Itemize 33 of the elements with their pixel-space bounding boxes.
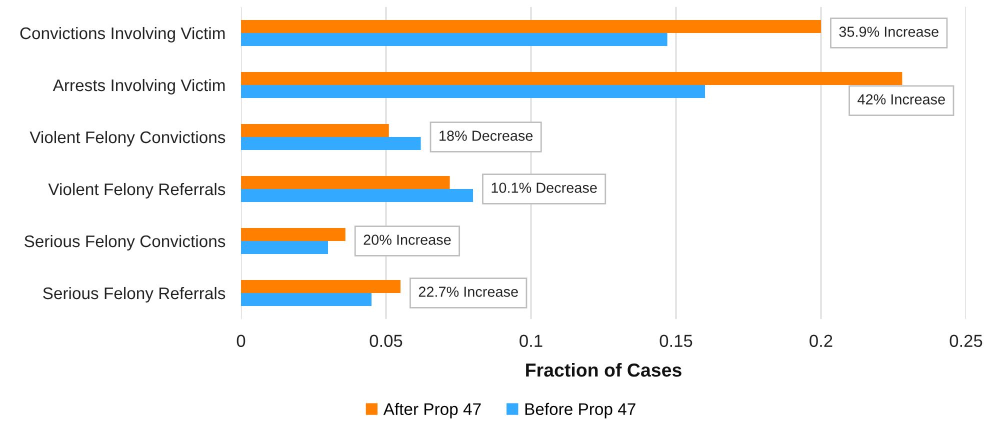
bar: [241, 189, 473, 202]
bar: [241, 85, 705, 98]
x-tick-label: 0.1: [520, 334, 542, 348]
y-tick-label: Serious Felony Convictions: [24, 234, 226, 250]
annotation: 22.7% Increase: [418, 286, 518, 297]
bar: [241, 72, 902, 85]
x-tick-label: 0.2: [810, 334, 832, 348]
x-tick-label: 0: [236, 334, 246, 348]
bar: [241, 241, 328, 254]
annotation: 18% Decrease: [440, 130, 533, 141]
x-tick-label: 0.15: [660, 334, 692, 348]
bar: [241, 137, 421, 150]
y-tick-label: Violent Felony Referrals: [48, 182, 226, 198]
bar: [241, 280, 400, 293]
y-tick-label: Violent Felony Convictions: [30, 130, 226, 146]
bar: [241, 33, 668, 46]
y-tick-label: Convictions Involving Victim: [20, 26, 225, 42]
bar: [241, 228, 346, 241]
y-tick-label: Serious Felony Referrals: [43, 286, 226, 302]
bar: [241, 293, 372, 306]
y-tick-label: Arrests Involving Victim: [52, 78, 225, 94]
annotation: 20% Increase: [364, 234, 451, 245]
legend-label: After Prop 47: [383, 402, 481, 418]
bar: [241, 124, 389, 137]
x-tick-label: 0.25: [950, 334, 982, 348]
x-axis-title: Fraction of Cases: [526, 362, 682, 377]
bar: [241, 176, 450, 189]
bar: [241, 20, 821, 33]
annotation: 35.9% Increase: [839, 26, 938, 37]
x-tick-label: 0.05: [370, 334, 402, 348]
annotation: 10.1% Decrease: [492, 182, 597, 193]
annotation: 42% Increase: [858, 94, 945, 104]
legend-label: Before Prop 47: [525, 402, 636, 418]
